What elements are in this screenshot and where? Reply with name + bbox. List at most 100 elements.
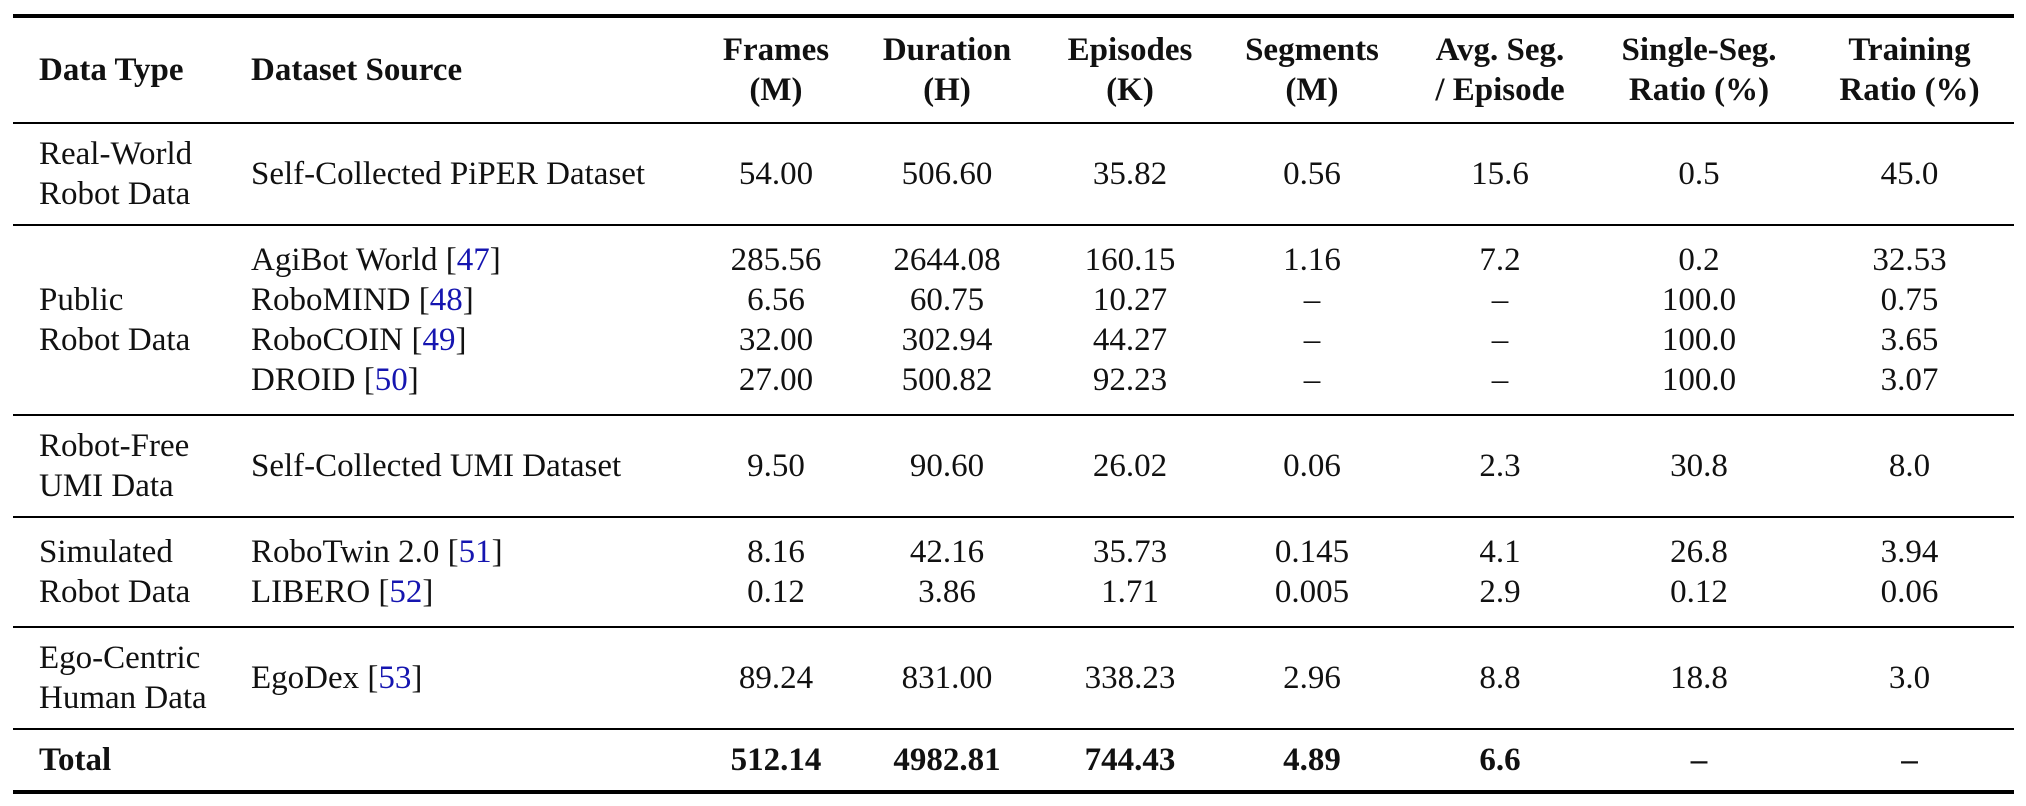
frames-cell: 285.56 xyxy=(730,242,822,278)
data-type-cell: Ego-Centric Human Data xyxy=(39,640,207,716)
table-row: RoboCOIN [49] 32.00 302.94 44.27 – – 100… xyxy=(13,320,2014,360)
data-type-cell: Robot-Free UMI Data xyxy=(39,428,190,504)
citation-link[interactable]: 48 xyxy=(429,282,463,318)
header-duration: Duration (H) xyxy=(882,32,1012,108)
data-type-cell: Simulated Robot Data xyxy=(39,534,191,610)
table-row: Simulated Robot Data RoboTwin 2.0 [51] 8.… xyxy=(13,517,2014,610)
avg-seg-cell: 8.8 xyxy=(1479,660,1521,696)
single-seg-ratio-cell: 100.0 xyxy=(1661,282,1737,318)
header-frames: Frames (M) xyxy=(722,32,830,108)
training-ratio-cell: 3.0 xyxy=(1888,660,1931,696)
episodes-cell: 44.27 xyxy=(1092,322,1168,358)
avg-seg-cell: – xyxy=(1491,322,1509,358)
dataset-source-cell: DROID [50] xyxy=(251,362,419,398)
total-duration: 4982.81 xyxy=(893,742,1001,778)
duration-cell: 302.94 xyxy=(901,322,993,358)
training-ratio-cell: 8.0 xyxy=(1888,448,1931,484)
avg-seg-cell: – xyxy=(1491,362,1509,398)
table-row: LIBERO [52] 0.12 3.86 1.71 0.005 2.9 0.1… xyxy=(13,572,2014,627)
duration-cell: 90.60 xyxy=(909,448,985,484)
total-segments: 4.89 xyxy=(1283,742,1341,778)
segments-cell: 0.005 xyxy=(1274,574,1350,610)
avg-seg-cell: 4.1 xyxy=(1479,534,1521,570)
header-row: Data Type Dataset Source Frames (M) Durat… xyxy=(13,16,2014,123)
training-ratio-cell: 0.06 xyxy=(1880,574,1939,610)
avg-seg-cell: 7.2 xyxy=(1479,242,1521,278)
segments-cell: – xyxy=(1303,322,1321,358)
dataset-source-cell: RoboCOIN [49] xyxy=(251,322,467,358)
frames-cell: 8.16 xyxy=(747,534,805,570)
citation-link[interactable]: 53 xyxy=(378,660,412,696)
episodes-cell: 92.23 xyxy=(1092,362,1168,398)
header-avg-seg: Avg. Seg. / Episode xyxy=(1435,32,1565,108)
dataset-source-cell: AgiBot World [47] xyxy=(251,242,501,278)
citation-link[interactable]: 51 xyxy=(458,534,492,570)
avg-seg-cell: 2.3 xyxy=(1479,448,1521,484)
total-section: Total 512.14 4982.81 744.43 4.89 6.6 – – xyxy=(13,729,2014,792)
duration-cell: 500.82 xyxy=(901,362,993,398)
training-ratio-cell: 0.75 xyxy=(1880,282,1939,318)
group-simulated-robot-data: Simulated Robot Data RoboTwin 2.0 [51] 8.… xyxy=(13,517,2014,627)
group-robot-free-umi-data: Robot-Free UMI Data Self-Collected UMI Da… xyxy=(13,415,2014,517)
training-ratio-cell: 45.0 xyxy=(1880,156,1939,192)
table-row: DROID [50] 27.00 500.82 92.23 – – 100.0 … xyxy=(13,360,2014,415)
segments-cell: 1.16 xyxy=(1283,242,1341,278)
header-dataset-source: Dataset Source xyxy=(251,52,463,88)
dataset-statistics-table: Data Type Dataset Source Frames (M) Durat… xyxy=(13,14,2014,794)
dataset-source-cell: LIBERO [52] xyxy=(251,574,434,610)
training-ratio-cell: 3.07 xyxy=(1880,362,1939,398)
group-public-robot-data: Public Robot Data AgiBot World [47] 285.5… xyxy=(13,225,2014,415)
avg-seg-cell: 2.9 xyxy=(1479,574,1521,610)
duration-cell: 3.86 xyxy=(918,574,976,610)
training-ratio-cell: 3.65 xyxy=(1880,322,1939,358)
episodes-cell: 160.15 xyxy=(1084,242,1176,278)
episodes-cell: 338.23 xyxy=(1084,660,1176,696)
frames-cell: 54.00 xyxy=(738,156,814,192)
duration-cell: 60.75 xyxy=(909,282,985,318)
dataset-source-cell: RoboMIND [48] xyxy=(251,282,474,318)
table-row: Robot-Free UMI Data Self-Collected UMI Da… xyxy=(13,415,2014,517)
single-seg-ratio-cell: 100.0 xyxy=(1661,362,1737,398)
episodes-cell: 35.82 xyxy=(1092,156,1168,192)
duration-cell: 42.16 xyxy=(909,534,985,570)
citation-link[interactable]: 49 xyxy=(422,322,456,358)
episodes-cell: 1.71 xyxy=(1101,574,1159,610)
table-row: Ego-Centric Human Data EgoDex [53] 89.24 … xyxy=(13,627,2014,729)
frames-cell: 6.56 xyxy=(747,282,805,318)
single-seg-ratio-cell: 18.8 xyxy=(1670,660,1728,696)
table-row: RoboMIND [48] 6.56 60.75 10.27 – – 100.0… xyxy=(13,280,2014,320)
segments-cell: – xyxy=(1303,282,1321,318)
data-type-cell: Public Robot Data xyxy=(39,282,191,358)
segments-cell: 0.56 xyxy=(1283,156,1341,192)
single-seg-ratio-cell: 100.0 xyxy=(1661,322,1737,358)
citation-link[interactable]: 52 xyxy=(389,574,423,610)
dataset-source-cell: Self-Collected PiPER Dataset xyxy=(251,156,646,192)
total-training-ratio: – xyxy=(1901,742,1918,778)
duration-cell: 506.60 xyxy=(901,156,993,192)
segments-cell: 0.06 xyxy=(1283,448,1341,484)
header-data-type: Data Type xyxy=(39,52,184,88)
duration-cell: 2644.08 xyxy=(893,242,1001,278)
frames-cell: 0.12 xyxy=(747,574,805,610)
training-ratio-cell: 3.94 xyxy=(1880,534,1939,570)
total-frames: 512.14 xyxy=(730,742,822,778)
citation-link[interactable]: 50 xyxy=(374,362,408,398)
avg-seg-cell: 15.6 xyxy=(1471,156,1529,192)
total-source-empty xyxy=(241,729,701,792)
data-type-cell: Real-World Robot Data xyxy=(39,136,193,212)
segments-cell: 2.96 xyxy=(1283,660,1341,696)
dataset-source-cell: RoboTwin 2.0 [51] xyxy=(251,534,503,570)
episodes-cell: 26.02 xyxy=(1092,448,1168,484)
frames-cell: 27.00 xyxy=(738,362,814,398)
single-seg-ratio-cell: 30.8 xyxy=(1670,448,1728,484)
single-seg-ratio-cell: 0.2 xyxy=(1678,242,1720,278)
total-episodes: 744.43 xyxy=(1084,742,1176,778)
episodes-cell: 10.27 xyxy=(1092,282,1168,318)
duration-cell: 831.00 xyxy=(901,660,993,696)
dataset-source-cell: EgoDex [53] xyxy=(251,660,423,696)
header-training-ratio: Training Ratio (%) xyxy=(1839,32,1980,108)
total-single-seg-ratio: – xyxy=(1690,742,1708,778)
segments-cell: 0.145 xyxy=(1274,534,1350,570)
citation-link[interactable]: 47 xyxy=(456,242,490,278)
single-seg-ratio-cell: 26.8 xyxy=(1670,534,1728,570)
